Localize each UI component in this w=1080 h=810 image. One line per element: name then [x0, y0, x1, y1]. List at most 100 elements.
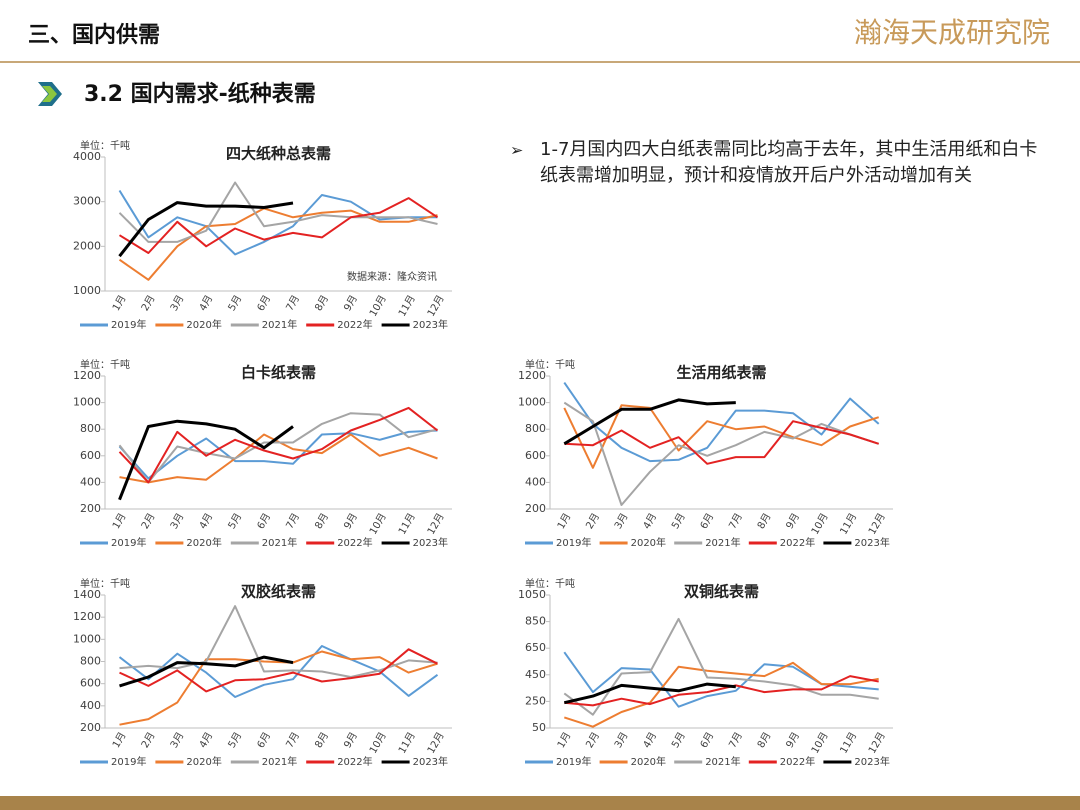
series-line	[118, 197, 439, 254]
x-tick-label: 7月	[284, 730, 303, 750]
x-tick-label: 5月	[226, 730, 245, 750]
series-line	[119, 655, 294, 688]
x-tick-label: 5月	[226, 511, 245, 531]
x-tick-label: 1月	[110, 511, 129, 531]
chart-title: 白卡纸表需	[241, 364, 316, 382]
y-tick-label: 600	[80, 677, 101, 690]
y-tick-label: 200	[80, 721, 101, 734]
x-tick-label: 1月	[110, 730, 129, 750]
y-tick-label: 600	[525, 449, 546, 462]
x-tick-label: 3月	[612, 730, 631, 750]
unit-label: 单位：千吨	[525, 358, 575, 371]
x-tick-label: 12月	[866, 730, 888, 756]
y-tick-label: 650	[525, 641, 546, 654]
x-tick-label: 2月	[139, 511, 158, 531]
legend-label: 2020年	[186, 318, 221, 331]
x-tick-label: 10月	[367, 511, 389, 537]
x-tick-label: 3月	[612, 511, 631, 531]
series-line	[563, 401, 880, 506]
series-line	[118, 419, 294, 501]
x-tick-label: 10月	[367, 293, 389, 319]
series-line	[118, 189, 438, 256]
y-tick-label: 1000	[73, 284, 101, 297]
series-line	[563, 617, 879, 716]
series-line	[563, 398, 736, 446]
x-tick-label: 9月	[341, 730, 360, 750]
x-tick-label: 2月	[139, 730, 158, 750]
section-title: 3.2 国内需求-纸种表需	[84, 81, 316, 107]
legend-label: 2020年	[631, 755, 666, 768]
legend-label: 2021年	[262, 536, 297, 549]
legend-label: 2019年	[111, 536, 146, 549]
x-tick-label: 9月	[341, 511, 360, 531]
y-tick-label: 800	[80, 422, 101, 435]
y-tick-label: 50	[532, 721, 546, 734]
x-tick-label: 8月	[312, 511, 331, 531]
legend-label: 2021年	[705, 755, 740, 768]
y-tick-label: 4000	[73, 150, 101, 163]
legend-label: 2023年	[413, 318, 448, 331]
unit-label: 单位：千吨	[525, 577, 575, 590]
series-line	[118, 429, 438, 480]
y-tick-label: 1200	[73, 610, 101, 623]
bullet-marker: ➢	[510, 141, 523, 160]
x-tick-label: 7月	[284, 511, 303, 531]
y-tick-label: 1000	[73, 632, 101, 645]
x-tick-label: 10月	[367, 730, 389, 756]
y-tick-label: 400	[525, 475, 546, 488]
series-line	[564, 420, 880, 465]
legend-label: 2022年	[337, 536, 372, 549]
x-tick-label: 6月	[255, 293, 274, 313]
x-tick-label: 1月	[555, 511, 574, 531]
x-tick-label: 9月	[341, 293, 360, 313]
y-tick-label: 600	[80, 449, 101, 462]
x-tick-label: 3月	[168, 730, 187, 750]
x-tick-label: 6月	[698, 730, 717, 750]
x-tick-label: 5月	[669, 511, 688, 531]
legend-label: 2019年	[556, 755, 591, 768]
series-line	[119, 650, 438, 726]
legend-label: 2023年	[854, 755, 889, 768]
y-tick-label: 800	[80, 655, 101, 668]
unit-label: 单位：千吨	[80, 358, 130, 371]
x-tick-label: 9月	[784, 730, 803, 750]
x-tick-label: 11月	[396, 293, 418, 319]
legend-label: 2022年	[337, 318, 372, 331]
y-tick-label: 850	[525, 615, 546, 628]
series-line	[563, 382, 880, 463]
header-title: 三、国内供需	[28, 22, 160, 48]
x-tick-label: 6月	[255, 511, 274, 531]
x-tick-label: 2月	[583, 730, 602, 750]
x-tick-label: 11月	[396, 730, 418, 756]
y-tick-label: 400	[80, 475, 101, 488]
series-line	[563, 682, 736, 705]
x-tick-label: 8月	[312, 730, 331, 750]
x-tick-label: 1月	[110, 293, 129, 313]
x-tick-label: 12月	[425, 293, 447, 319]
x-tick-label: 7月	[726, 511, 745, 531]
chart-title: 双铜纸表需	[684, 583, 759, 601]
x-tick-label: 4月	[197, 293, 216, 313]
logo: 瀚海天成研究院	[854, 16, 1050, 49]
series-line	[118, 207, 438, 281]
series-line	[118, 645, 439, 698]
legend-label: 2021年	[705, 536, 740, 549]
series-line	[563, 404, 880, 469]
x-tick-label: 1月	[555, 730, 574, 750]
x-tick-label: 10月	[809, 511, 831, 537]
x-tick-label: 4月	[197, 730, 216, 750]
chart-title: 四大纸种总表需	[226, 145, 331, 163]
unit-label: 单位：千吨	[80, 139, 130, 152]
annotation: 数据来源：隆众资讯	[347, 270, 437, 283]
y-tick-label: 400	[80, 699, 101, 712]
footer-bar	[0, 796, 1080, 810]
legend-label: 2020年	[186, 536, 221, 549]
series-line	[118, 406, 439, 484]
series-line	[563, 661, 879, 728]
y-tick-label: 1050	[518, 588, 546, 601]
legend-label: 2020年	[631, 536, 666, 549]
y-tick-label: 3000	[73, 195, 101, 208]
x-tick-label: 11月	[396, 511, 418, 537]
series-line	[563, 651, 879, 708]
